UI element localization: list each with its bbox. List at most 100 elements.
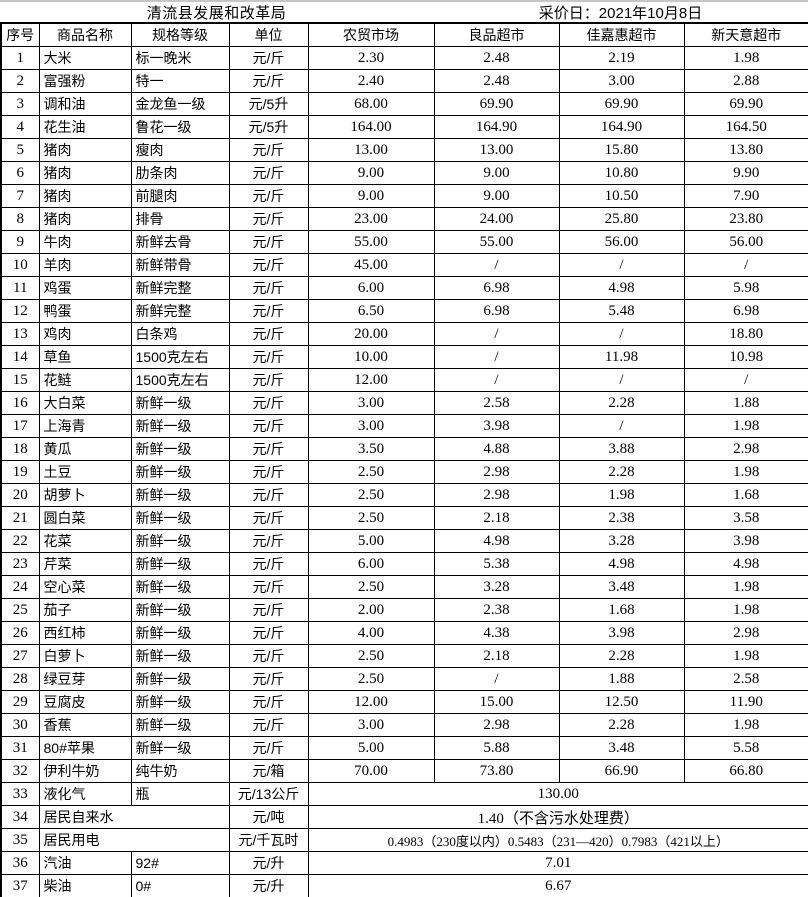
cell-serial: 9 [0,230,40,254]
cell-price-liangpin-market: 9.00 [433,161,560,185]
cell-price-liangpin-market: 4.38 [433,621,560,645]
cell-price-farmers-market: 12.00 [307,690,435,714]
cell-serial: 2 [0,69,40,93]
cell-serial: 26 [0,621,40,645]
cell-price-liangpin-market: 3.28 [433,575,560,599]
cell-spec-grade: 肋条肉 [130,161,230,185]
cell-price-liangpin-market: 4.88 [433,437,560,461]
cell-unit: 元/斤 [228,506,309,530]
cell-price-liangpin-market: 2.98 [433,460,560,484]
cell-price-liangpin-market: 2.18 [433,506,560,530]
cell-price-liangpin-market: 2.48 [433,69,560,93]
cell-unit: 元/升 [228,874,309,897]
cell-unit: 元/斤 [228,575,309,599]
cell-price-jiajiahui-market: / [558,322,685,346]
header-product-name: 商品名称 [38,22,132,47]
cell-price-xintianyi-market: 66.80 [683,759,808,783]
cell-price-jiajiahui-market: 2.28 [558,713,685,737]
cell-serial: 27 [0,644,40,668]
cell-spec-grade: 新鲜完整 [130,276,230,300]
table-row: 17 上海青 新鲜一级 元/斤 3.00 3.98/1.98 [0,414,808,438]
cell-serial: 13 [0,322,40,346]
cell-price-farmers-market: 45.00 [307,253,435,277]
cell-serial: 21 [0,506,40,530]
cell-price-xintianyi-market: 164.50 [683,115,808,139]
cell-price-liangpin-market: 6.98 [433,276,560,300]
cell-spec-grade: 鲁花一级 [130,115,230,139]
cell-price-xintianyi-market: / [683,253,808,277]
cell-unit: 元/斤 [228,391,309,415]
cell-product-name: 羊肉 [38,253,132,277]
cell-serial: 6 [0,161,40,185]
cell-unit: 元/吨 [228,805,309,829]
cell-unit: 元/斤 [228,345,309,369]
cell-spec-grade: 新鲜一级 [130,736,230,760]
cell-product-name: 胡萝卜 [38,483,132,507]
cell-product-name: 鸡肉 [38,322,132,346]
cell-unit: 元/斤 [228,529,309,553]
cell-spec-grade: 纯牛奶 [130,759,230,783]
cell-price-jiajiahui-market: 4.98 [558,552,685,576]
cell-price-xintianyi-market: 2.98 [683,621,808,645]
cell-product-name: 芹菜 [38,552,132,576]
cell-product-name: 花菜 [38,529,132,553]
cell-price-liangpin-market: 6.98 [433,299,560,323]
table-row: 10 羊肉 新鲜带骨 元/斤 45.00// / [0,253,808,277]
cell-price-jiajiahui-market: 1.88 [558,667,685,691]
cell-price-liangpin-market: / [433,667,560,691]
cell-price-jiajiahui-market: 12.50 [558,690,685,714]
cell-unit: 元/斤 [228,368,309,392]
cell-product-name: 花鲢 [38,368,132,392]
cell-price-liangpin-market: 2.38 [433,598,560,622]
cell-price-farmers-market: 68.00 [307,92,435,116]
cell-spec-grade: 新鲜一级 [130,621,230,645]
table-row: 31 80#苹果 新鲜一级 元/斤 5.00 5.88 3.48 5.58 [0,736,808,760]
cell-price-jiajiahui-market: 3.48 [558,736,685,760]
table-row: 13 鸡肉 白条鸡 元/斤 20.00//18.80 [0,322,808,346]
cell-unit: 元/斤 [228,299,309,323]
cell-serial: 3 [0,92,40,116]
cell-price-farmers-market: 12.00 [307,368,435,392]
header-jiajiahui-market: 佳嘉惠超市 [558,22,685,47]
header-serial: 序号 [0,22,40,47]
cell-price-farmers-market: 9.00 [307,161,435,185]
table-row: 36 汽油 92# 元/升 7.01 [0,851,808,875]
cell-product-name: 猪肉 [38,161,132,185]
cell-price-xintianyi-market: 18.80 [683,322,808,346]
cell-product-name: 液化气 [38,782,132,806]
cell-product-name: 柴油 [38,874,132,897]
cell-unit: 元/斤 [228,322,309,346]
table-row: 8 猪肉 排骨 元/斤 23.00 24.00 25.80 23.80 [0,207,808,231]
table-row: 24 空心菜 新鲜一级 元/斤 2.50 3.28 3.48 1.98 [0,575,808,599]
cell-product-name: 豆腐皮 [38,690,132,714]
header-xintianyi-market: 新天意超市 [683,22,808,47]
cell-price-xintianyi-market: 1.98 [683,644,808,668]
cell-price-jiajiahui-market: 66.90 [558,759,685,783]
cell-price-xintianyi-market: 4.98 [683,552,808,576]
cell-spec-grade: 新鲜一级 [130,552,230,576]
table-row: 6 猪肉 肋条肉 元/斤 9.00 9.00 10.80 9.90 [0,161,808,185]
cell-product-name: 猪肉 [38,138,132,162]
cell-price-liangpin-market: 9.00 [433,184,560,208]
cell-product-name: 花生油 [38,115,132,139]
cell-price-jiajiahui-market: 3.98 [558,621,685,645]
cell-price-jiajiahui-market: 11.98 [558,345,685,369]
cell-price-jiajiahui-market: 3.48 [558,575,685,599]
cell-price-liangpin-market: / [433,253,560,277]
cell-price-xintianyi-market: 69.90 [683,92,808,116]
cell-price-farmers-market: 6.00 [307,552,435,576]
cell-unit: 元/斤 [228,690,309,714]
cell-serial: 4 [0,115,40,139]
cell-unit: 元/千瓦时 [228,828,309,852]
cell-unit: 元/13公斤 [228,782,309,806]
cell-price-farmers-market: 2.50 [307,460,435,484]
cell-product-name: 调和油 [38,92,132,116]
cell-product-name: 鸭蛋 [38,299,132,323]
cell-price-xintianyi-market: 9.90 [683,161,808,185]
table-row: 14 草鱼 1500克左右 元/斤 10.00/11.98 10.98 [0,345,808,369]
cell-spec-grade: 瘦肉 [130,138,230,162]
cell-price-liangpin-market: / [433,345,560,369]
cell-spec-grade: 1500克左右 [130,368,230,392]
cell-product-name: 伊利牛奶 [38,759,132,783]
cell-spec-grade: 0# [130,874,230,897]
